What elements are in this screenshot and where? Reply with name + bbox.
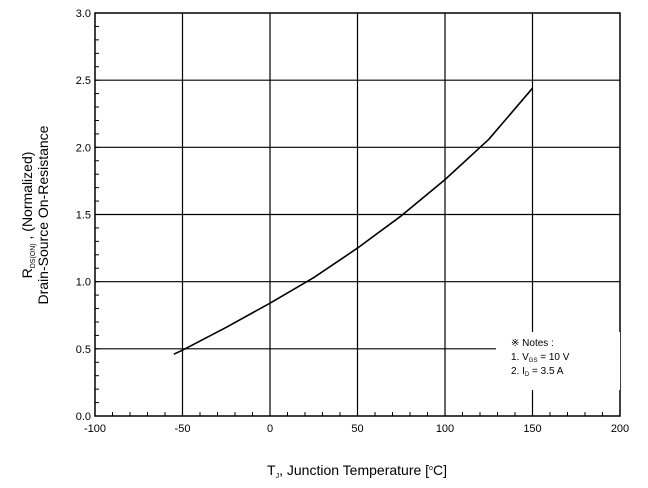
x-axis-label: TJ, Junction Temperature [oC] bbox=[267, 462, 447, 480]
x-axis-label-end: C] bbox=[433, 462, 447, 478]
x-tick-label: 200 bbox=[611, 423, 629, 435]
tick-marks bbox=[94, 12, 621, 417]
y-tick-labels: 0.0 0.5 1.0 1.5 2.0 2.5 3.0 bbox=[76, 8, 91, 423]
notes-line1-pre: 1. V bbox=[511, 352, 529, 363]
y-tick-label: 2.0 bbox=[76, 142, 91, 154]
series bbox=[173, 87, 534, 355]
y-tick-label: 1.0 bbox=[76, 277, 91, 289]
notes-line1-sub: GS bbox=[529, 358, 538, 364]
y-axis-label-rest: , (Normalized) bbox=[19, 152, 35, 244]
x-tick-label: 50 bbox=[351, 423, 363, 435]
notes-line2-pre: 2. I bbox=[511, 366, 525, 377]
notes-title: ※ Notes : bbox=[511, 338, 554, 349]
notes-background bbox=[496, 332, 620, 390]
grid bbox=[95, 13, 620, 416]
notes-line1-post: = 10 V bbox=[537, 352, 569, 363]
series-line bbox=[173, 87, 534, 355]
x-axis-label-rest: , Junction Temperature [ bbox=[279, 462, 429, 478]
y-tick-label: 1.5 bbox=[76, 210, 91, 222]
y-axis-label-sub: DS(ON) bbox=[30, 243, 37, 268]
x-axis-label-sub: J bbox=[276, 473, 280, 480]
notes-line2-post: = 3.5 A bbox=[529, 366, 564, 377]
x-tick-label: 100 bbox=[436, 423, 454, 435]
x-tick-labels: -100 -50 0 50 100 150 200 bbox=[84, 423, 629, 435]
x-axis-label-main: T bbox=[267, 462, 276, 478]
y-tick-label: 0.0 bbox=[76, 411, 91, 423]
x-tick-label: -50 bbox=[175, 423, 191, 435]
y-axis-label-line1: RDS(ON) , (Normalized) bbox=[19, 152, 37, 279]
y-axis-label-line2: Drain-Source On-Resistance bbox=[35, 125, 51, 304]
notes-line2: 2. ID = 3.5 A bbox=[511, 366, 564, 378]
x-tick-label: 150 bbox=[523, 423, 541, 435]
y-tick-label: 3.0 bbox=[76, 8, 91, 20]
y-tick-label: 2.5 bbox=[76, 75, 91, 87]
x-tick-label: 0 bbox=[267, 423, 273, 435]
x-axis-label-sup: o bbox=[429, 465, 433, 472]
notes-box: ※ Notes : 1. VGS = 10 V 2. ID = 3.5 A bbox=[496, 332, 620, 390]
notes-line2-sub: D bbox=[525, 372, 530, 378]
x-tick-label: -100 bbox=[84, 423, 106, 435]
y-axis-label-main: R bbox=[19, 268, 35, 278]
notes-line1: 1. VGS = 10 V bbox=[511, 352, 570, 364]
y-tick-label: 0.5 bbox=[76, 344, 91, 356]
